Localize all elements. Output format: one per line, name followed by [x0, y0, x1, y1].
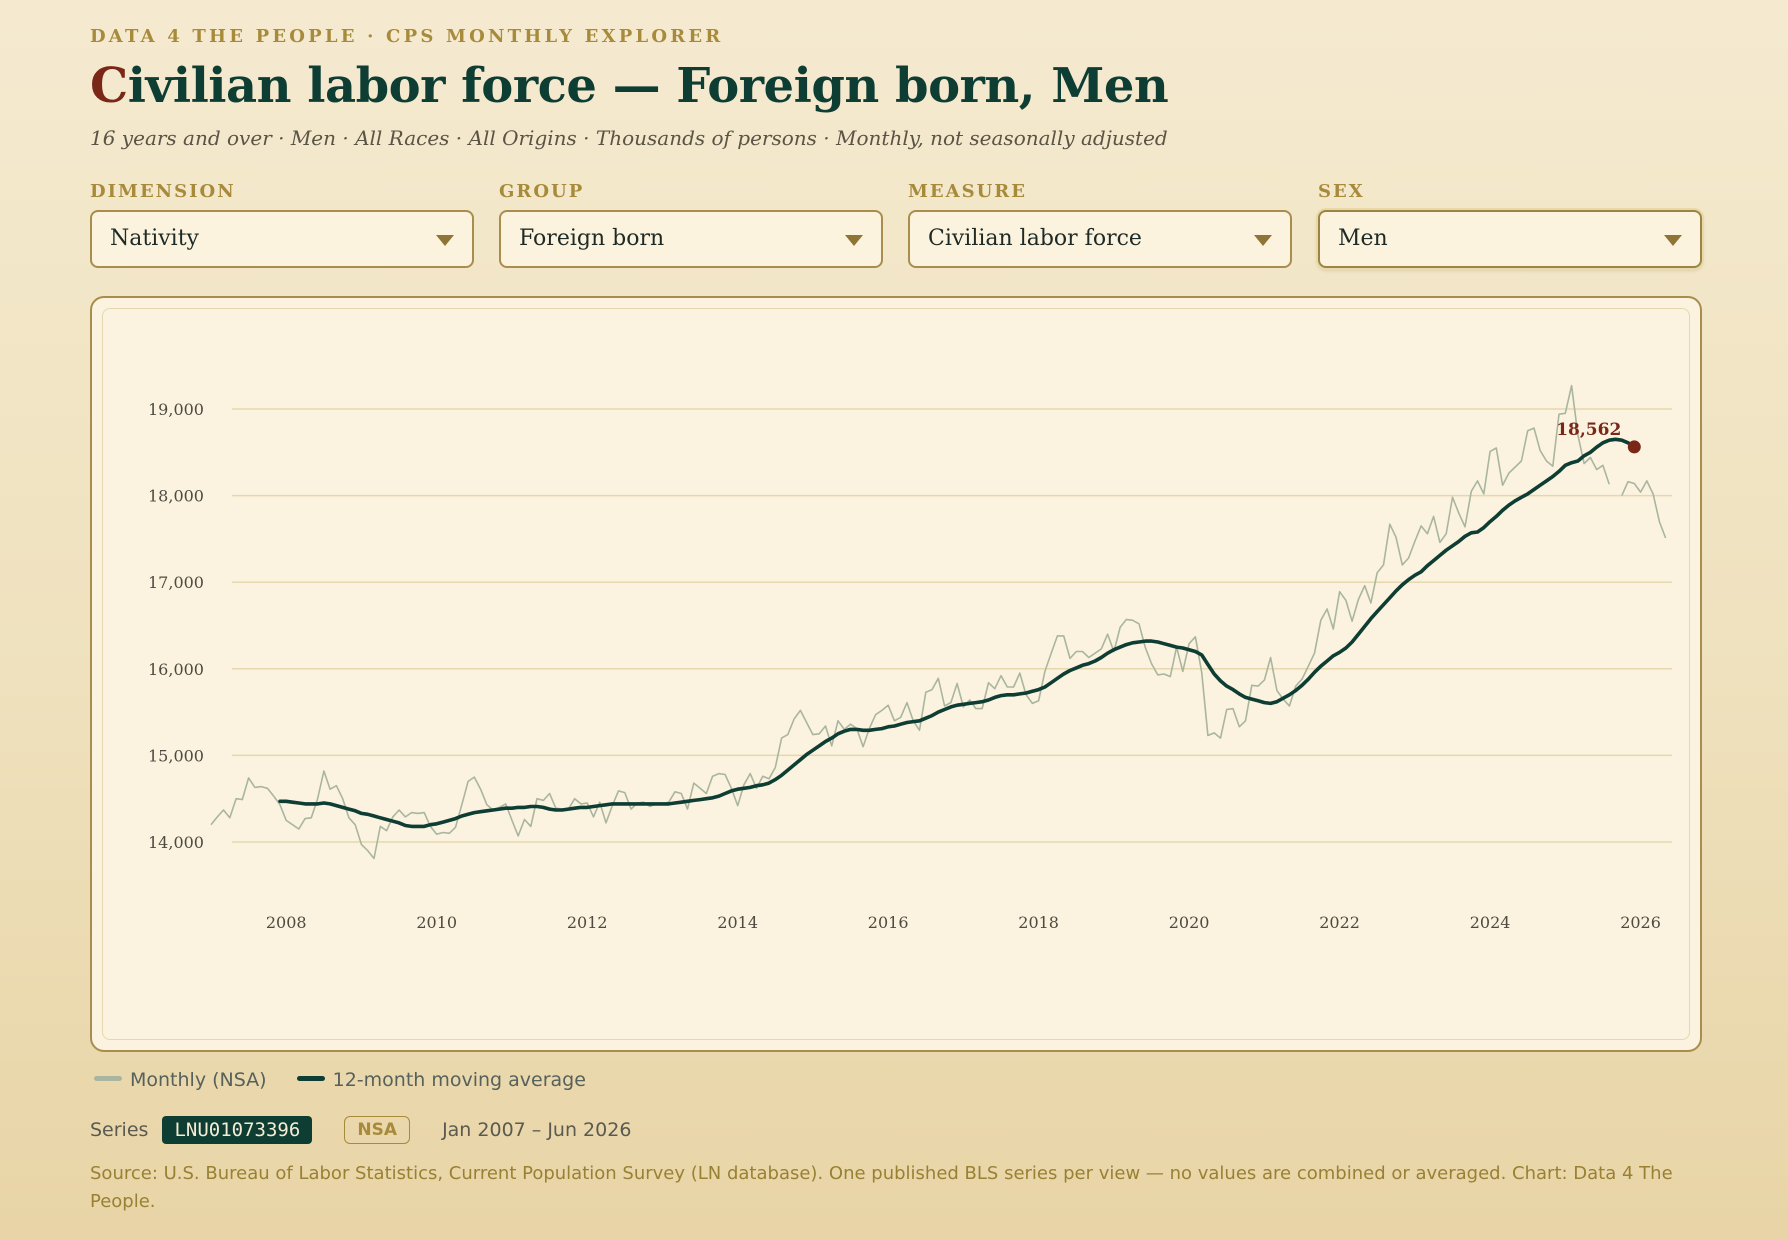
y-tick-label: 16,000 — [148, 660, 204, 679]
chart-legend: Monthly (NSA) 12-month moving average — [94, 1068, 610, 1094]
measure-value: Civilian labor force — [928, 226, 1142, 251]
x-tick-label: 2022 — [1319, 913, 1360, 932]
filter-controls: DIMENSION Nativity GROUP Foreign born ME… — [90, 180, 1702, 272]
x-tick-label: 2008 — [266, 913, 307, 932]
legend-label-monthly: Monthly (NSA) — [130, 1068, 267, 1091]
chevron-down-icon — [845, 235, 863, 246]
chart-panel: 14,000 15,000 16,000 17,000 18,000 19,000 2008… — [90, 296, 1702, 1052]
series-meta: Series LNU01073396 NSA Jan 2007 – Jun 20… — [90, 1116, 631, 1150]
measure-control: MEASURE Civilian labor force — [908, 180, 1292, 268]
y-tick-label: 14,000 — [148, 833, 204, 852]
page-subtitle: 16 years and over · Men · All Races · Al… — [90, 126, 1168, 150]
chevron-down-icon — [1664, 235, 1682, 246]
group-select[interactable]: Foreign born — [499, 210, 883, 268]
dimension-select[interactable]: Nativity — [90, 210, 474, 268]
x-tick-label: 2010 — [416, 913, 457, 932]
x-tick-label: 2026 — [1620, 913, 1661, 932]
y-tick-label: 15,000 — [148, 746, 204, 765]
title-rest: ivilian labor force — Foreign born, Men — [127, 58, 1169, 114]
x-tick-label: 2024 — [1470, 913, 1511, 932]
group-control: GROUP Foreign born — [499, 180, 883, 268]
legend-swatch-moving-average — [296, 1075, 325, 1081]
x-tick-label: 2016 — [868, 913, 909, 932]
chart-inner-border — [102, 308, 1690, 1040]
measure-select[interactable]: Civilian labor force — [908, 210, 1292, 268]
sex-select[interactable]: Men — [1318, 210, 1702, 268]
sex-value: Men — [1338, 226, 1388, 251]
nsa-badge: NSA — [344, 1116, 411, 1144]
y-tick-label: 18,000 — [148, 487, 204, 506]
group-label: GROUP — [499, 181, 585, 202]
last-value-label: 18,562 — [1556, 420, 1621, 440]
source-note: Source: U.S. Bureau of Labor Statistics,… — [90, 1163, 1673, 1212]
series-line-monthly[interactable] — [210, 384, 1667, 860]
series-id-badge: LNU01073396 — [162, 1116, 313, 1144]
x-tick-label: 2018 — [1018, 913, 1059, 932]
title-initial: C — [90, 58, 128, 114]
sex-control: SEX Men — [1318, 180, 1702, 268]
dimension-value: Nativity — [110, 226, 199, 251]
legend-item-moving-average: 12-month moving average — [296, 1068, 586, 1091]
series-label: Series — [90, 1119, 149, 1141]
chevron-down-icon — [436, 235, 454, 246]
sex-label: SEX — [1318, 181, 1365, 202]
dimension-label: DIMENSION — [90, 181, 236, 202]
last-point-marker[interactable] — [1627, 440, 1641, 454]
page-title: Civilian labor force — Foreign born, Men — [90, 58, 1169, 114]
measure-label: MEASURE — [908, 181, 1027, 202]
x-tick-label: 2012 — [567, 913, 608, 932]
x-tick-label: 2020 — [1169, 913, 1210, 932]
chevron-down-icon — [1254, 235, 1272, 246]
y-tick-label: 17,000 — [148, 573, 204, 592]
x-tick-label: 2014 — [717, 913, 758, 932]
group-value: Foreign born — [519, 226, 665, 251]
dimension-control: DIMENSION Nativity — [90, 180, 474, 268]
y-tick-label: 19,000 — [148, 400, 204, 419]
legend-swatch-monthly — [94, 1075, 122, 1081]
legend-item-monthly: Monthly (NSA) — [94, 1069, 267, 1091]
line-chart[interactable]: 14,000 15,000 16,000 17,000 18,000 19,000 2008… — [92, 298, 1700, 1050]
site-kicker: DATA 4 THE PEOPLE · CPS MONTHLY EXPLORER — [90, 26, 724, 47]
date-range: Jan 2007 – Jun 2026 — [442, 1119, 632, 1141]
series-line-moving-average[interactable] — [278, 437, 1637, 829]
legend-label-moving-average: 12-month moving average — [332, 1068, 586, 1091]
